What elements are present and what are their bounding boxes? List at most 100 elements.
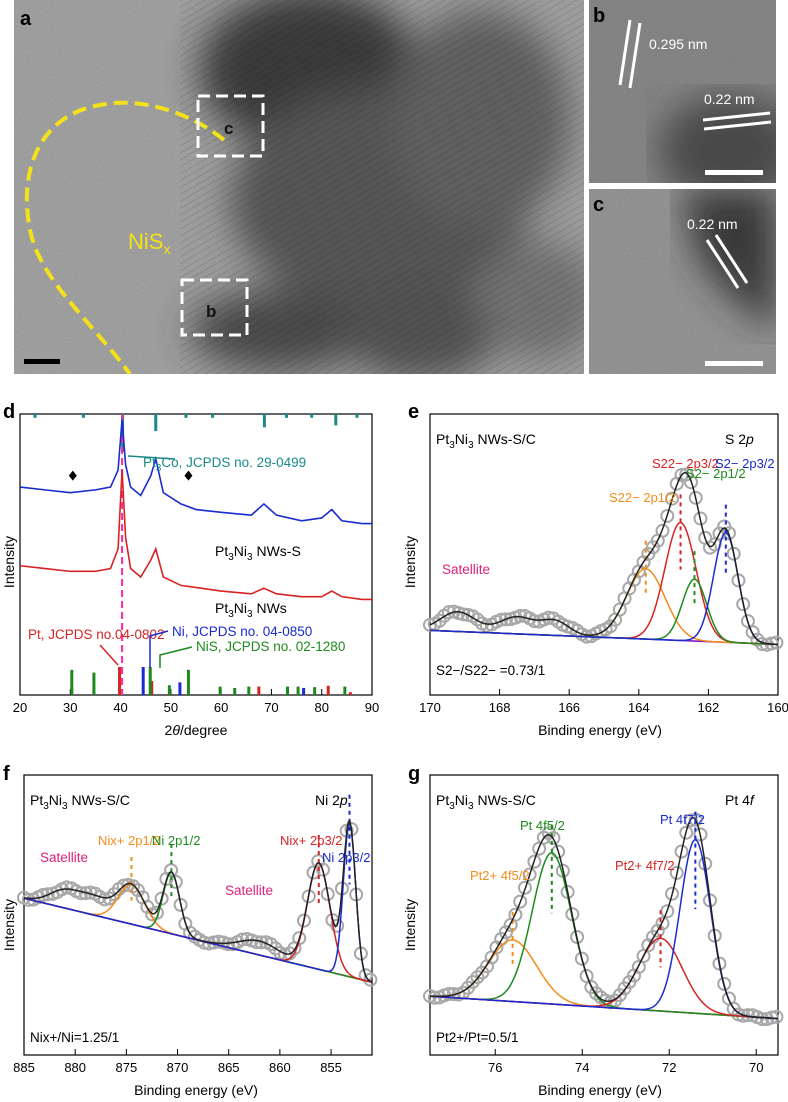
chart-e-data-point [693, 511, 708, 526]
e-satellite: Satellite [442, 562, 490, 577]
f-satellite-1: Satellite [40, 850, 88, 865]
e-core-level: S 2p [725, 431, 754, 447]
chart-f-frame [23, 774, 373, 1056]
chart-e-data-point [527, 614, 542, 629]
chart-g-xtick-label: 76 [488, 1060, 502, 1075]
chart-g-data-point [536, 830, 551, 845]
chart-f-xtick-label: 880 [64, 1060, 86, 1075]
chart-f-data-point [306, 865, 321, 880]
chart-d-frame [19, 413, 373, 696]
chart-d-xrd: 20 30 40 50 60 70 80 90 [13, 413, 379, 715]
d-xtick-label: 80 [314, 700, 328, 715]
chart-f-peak-component [23, 862, 373, 983]
panel-d-letter: d [3, 401, 15, 423]
panel-c-image [589, 189, 776, 374]
f-peak-nix-2p12: Nix+ 2p1/2 [98, 833, 161, 848]
d-xlabel: 2θ/degree [165, 722, 228, 738]
chart-e-xtick-label: 166 [558, 700, 580, 715]
box-b [180, 278, 249, 337]
chart-g-data-point [717, 976, 732, 991]
chart-f-xtick-label: 870 [167, 1060, 189, 1075]
g-peak-pt2-4f72: Pt2+ 4f7/2 [615, 858, 675, 873]
f-sample: Pt3Ni3 NWs-S/C [30, 792, 130, 812]
chart-g-data-point [755, 1012, 770, 1027]
chart-e-data-point [498, 612, 513, 627]
chart-f-data-point [40, 887, 55, 902]
chart-g-data-point [574, 951, 589, 966]
e-ratio: S2−/S22− =0.73/1 [436, 663, 545, 678]
d-series-line [19, 470, 372, 601]
panel-f-letter: f [3, 763, 10, 785]
chart-g-data-point [470, 970, 485, 985]
d-xtick-label: 30 [63, 700, 77, 715]
chart-g-data-point [546, 830, 561, 845]
d-xtick-label: 60 [214, 700, 228, 715]
chart-f-data-point [168, 874, 183, 889]
f-ylabel: Intensity [1, 899, 17, 951]
chart-e-data-point [684, 475, 698, 490]
chart-e-frame [429, 413, 779, 696]
f-ratio: Nix+/Ni=1.25/1 [30, 1030, 119, 1045]
panel-c-letter: c [593, 194, 604, 216]
spacing-022-c: 0.22 nm [687, 216, 738, 232]
chart-f-xtick-label: 865 [218, 1060, 240, 1075]
chart-f-data-point [330, 918, 345, 933]
chart-f-xps-ni2p: 885 880 875 870 865 860 855 [13, 774, 378, 1075]
chart-g-data-point [769, 1009, 784, 1024]
chart-e-data-point [665, 491, 680, 506]
chart-g-data-point [674, 844, 689, 859]
chart-g-data-point [684, 813, 698, 828]
chart-e-xtick-label: 160 [767, 700, 788, 715]
chart-f-data-point [315, 862, 330, 877]
chart-g-data-point [650, 923, 665, 938]
chart-g-data-point [508, 907, 523, 922]
panel-a-tem-image: c b NiSx [14, 0, 584, 374]
box-c-label: c [224, 119, 233, 138]
box-b-label: b [206, 302, 216, 321]
chart-e-data-point [660, 509, 675, 524]
panel-e-letter: e [408, 401, 419, 423]
chart-g-xtick-label: 72 [662, 1060, 676, 1075]
chart-g-data-point [446, 987, 461, 1002]
d-xtick-label: 40 [113, 700, 127, 715]
chart-e-data-point [745, 625, 760, 640]
chart-e-data-point [736, 597, 751, 612]
nisx-outline [24, 100, 226, 374]
chart-e-xtick-label: 168 [489, 700, 511, 715]
chart-e-data-point [456, 607, 471, 622]
ni-ref-label: Ni, JCPDS no. 04-0850 [172, 624, 312, 639]
d-xtick-label: 20 [13, 700, 27, 715]
chart-f-data-point [254, 935, 269, 950]
chart-g-data-point [513, 894, 528, 909]
chart-e-xps-s2p: 170 168 166 164 162 160 [419, 413, 788, 715]
f-xlabel: Binding energy (eV) [134, 1082, 258, 1098]
d-xtick-label: 70 [264, 700, 278, 715]
chart-e-peak-component [429, 531, 779, 646]
chart-e-data-point [726, 546, 741, 561]
nis-ref-label: NiS, JCPDS no. 02-1280 [196, 639, 345, 654]
chart-g-data-point [655, 916, 670, 931]
f-satellite-2: Satellite [225, 883, 273, 898]
d-diamond-marker [184, 470, 193, 481]
scale-bar-c [705, 361, 763, 366]
f-peak-nix-2p32: Nix+ 2p3/2 [280, 833, 343, 848]
f-peak-ni-2p32: Ni 2p3/2 [322, 850, 370, 865]
pt-ref-arrow [99, 644, 119, 666]
chart-g-data-point [427, 990, 442, 1005]
chart-g-data-point [665, 886, 680, 901]
nws-label: Pt3Ni3 NWs [215, 600, 287, 620]
chart-e-data-point [688, 490, 703, 505]
chart-f-data-point [21, 892, 36, 907]
chart-g-data-point [498, 925, 513, 940]
chart-f-xtick-label: 860 [269, 1060, 291, 1075]
nisx-label: NiSx [128, 229, 170, 257]
e-peak-s22-2p12: S22− 2p1/2 [609, 490, 676, 505]
panel-b-image [589, 0, 776, 183]
g-ratio: Pt2+/Pt=0.5/1 [436, 1030, 519, 1045]
chart-e-data-point [731, 573, 746, 588]
d-diamond-marker [68, 470, 77, 481]
g-xlabel: Binding energy (eV) [538, 1082, 662, 1098]
chart-g-xtick-label: 74 [575, 1060, 589, 1075]
chart-e-data-point [494, 612, 509, 627]
chart-g-data-point [712, 956, 727, 971]
